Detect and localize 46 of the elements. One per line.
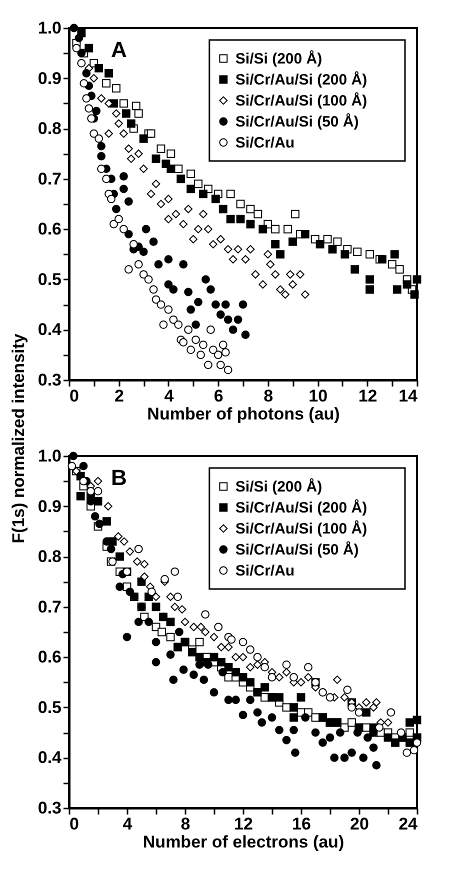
- legend-label: Si/Cr/Au/Si (100 Å): [235, 92, 368, 110]
- y-tick-label: 0.7: [38, 169, 62, 188]
- x-tick-label: 8: [180, 814, 190, 834]
- y-tick-label: 0.5: [38, 698, 62, 717]
- y-tick-label: 0.8: [38, 119, 62, 138]
- legend-label: Si/Cr/Au: [235, 134, 295, 152]
- annotation: B: [111, 465, 127, 490]
- legend-label: Si/Si (200 Å): [235, 50, 322, 68]
- x-tick-label: 0: [70, 814, 79, 834]
- legend-label: Si/Cr/Au/Si (200 Å): [235, 498, 368, 516]
- y-tick-label: 0.4: [38, 320, 62, 340]
- x-tick-label: 12: [358, 386, 378, 406]
- y-tick-label: 0.9: [38, 496, 62, 516]
- legend-label: Si/Cr/Au/Si (100 Å): [235, 520, 368, 538]
- y-tick-label: 0.9: [38, 68, 62, 88]
- x-tick-label: 8: [264, 386, 274, 406]
- y-axis-title: F(1s) normalized intensity: [8, 333, 28, 544]
- x-tick-label: 6: [214, 386, 224, 406]
- x-tick-label: 20: [350, 814, 369, 834]
- x-axis-title: Number of photons (au): [147, 404, 340, 424]
- x-tick-label: 4: [122, 814, 133, 834]
- y-tick-label: 0.8: [38, 547, 62, 566]
- y-tick-label: 0.4: [38, 748, 62, 768]
- x-tick-label: 2: [114, 386, 124, 406]
- y-tick-label: 0.6: [38, 648, 62, 667]
- x-tick-label: 14: [398, 386, 418, 406]
- legend-label: Si/Cr/Au/Si (200 Å): [235, 70, 368, 88]
- legend-label: Si/Cr/Au: [235, 562, 295, 580]
- y-tick-label: 0.3: [38, 798, 62, 818]
- y-tick-label: 1.0: [38, 446, 62, 466]
- y-tick-label: 0.7: [38, 597, 62, 616]
- y-tick-label: 0.6: [38, 220, 62, 239]
- x-tick-label: 24: [398, 814, 418, 834]
- x-tick-label: 0: [70, 386, 79, 406]
- x-tick-label: 12: [234, 814, 253, 834]
- legend-label: Si/Cr/Au/Si (50 Å): [235, 540, 359, 558]
- y-tick-label: 1.0: [38, 18, 62, 38]
- legend-label: Si/Si (200 Å): [235, 478, 322, 496]
- y-tick-label: 0.3: [38, 370, 62, 390]
- legend-label: Si/Cr/Au/Si (50 Å): [235, 112, 359, 130]
- x-axis-title: Number of electrons (au): [142, 832, 344, 852]
- y-tick-label: 0.5: [38, 270, 62, 289]
- annotation: A: [111, 37, 127, 62]
- x-tick-label: 10: [308, 386, 328, 406]
- x-tick-label: 4: [164, 386, 174, 406]
- x-tick-label: 16: [292, 814, 311, 834]
